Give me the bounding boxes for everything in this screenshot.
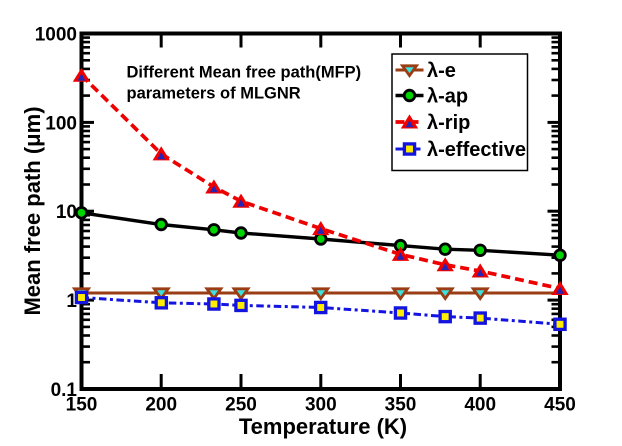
svg-text:100: 100 bbox=[45, 113, 77, 134]
svg-text:200: 200 bbox=[145, 395, 177, 416]
svg-text:1: 1 bbox=[66, 291, 77, 312]
svg-text:Different Mean free path(MFP): Different Mean free path(MFP) bbox=[127, 64, 362, 82]
svg-text:150: 150 bbox=[66, 395, 98, 416]
svg-text:250: 250 bbox=[225, 395, 257, 416]
svg-text:10: 10 bbox=[56, 202, 77, 223]
svg-text:300: 300 bbox=[305, 395, 337, 416]
svg-text:0.1: 0.1 bbox=[51, 380, 78, 401]
svg-text:λ-effective: λ-effective bbox=[427, 139, 526, 161]
svg-text:400: 400 bbox=[464, 395, 496, 416]
svg-text:350: 350 bbox=[385, 395, 417, 416]
svg-text:Mean free path (μm): Mean free path (μm) bbox=[20, 106, 45, 315]
svg-text:λ-e: λ-e bbox=[427, 60, 456, 82]
svg-text:450: 450 bbox=[544, 395, 576, 416]
svg-text:parameters of MLGNR: parameters of MLGNR bbox=[127, 85, 301, 103]
svg-text:Temperature (K): Temperature (K) bbox=[239, 414, 407, 439]
svg-text:1000: 1000 bbox=[35, 24, 77, 45]
svg-text:λ-rip: λ-rip bbox=[427, 112, 470, 134]
svg-text:λ-ap: λ-ap bbox=[427, 86, 468, 108]
